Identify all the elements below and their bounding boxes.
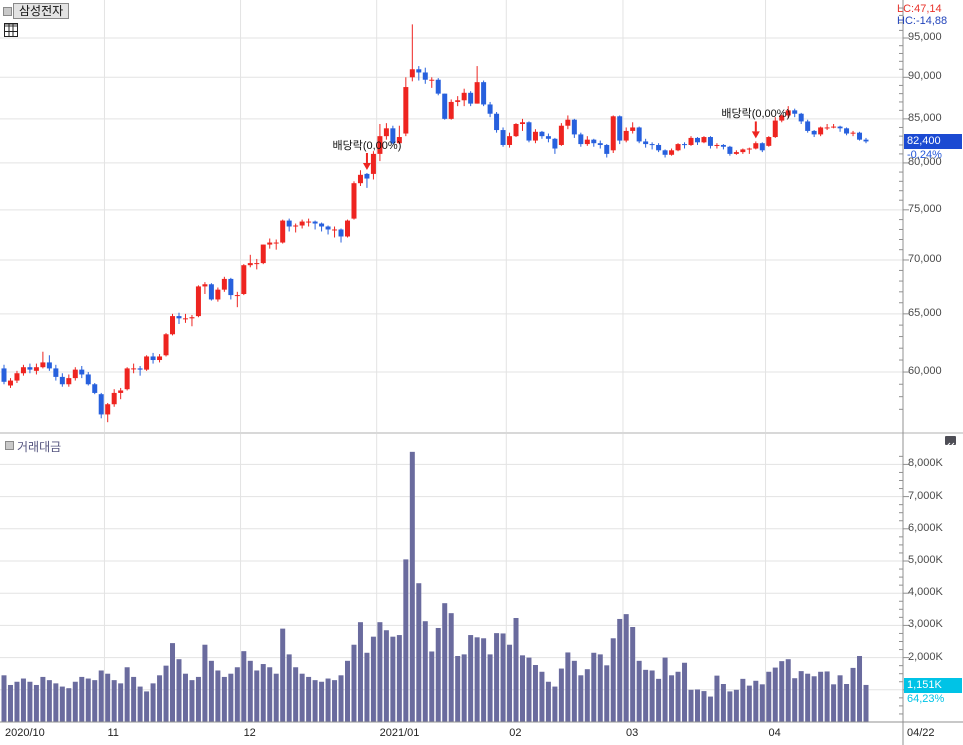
candlesticks [1, 24, 869, 423]
volume-percent: 64,23% [907, 692, 945, 705]
price-axis-label: 80,000 [908, 155, 942, 168]
high-change-label: HC:-14,88 [897, 15, 948, 27]
x-axis-label: 12 [243, 727, 256, 739]
volume-axis-label: 5,000K [908, 554, 943, 566]
volume-axis-label: 3,000K [908, 618, 943, 631]
title-bullet-icon [3, 7, 12, 16]
x-axis-label: 2021/01 [379, 727, 420, 739]
volume-axis-label: 4,000K [908, 586, 943, 599]
price-axis-label: 65,000 [908, 306, 942, 319]
x-axis-label: 02 [509, 727, 522, 739]
grid-icon[interactable] [4, 23, 18, 37]
ex-dividend-annotation: 배당락(0,00%) [332, 139, 402, 152]
x-axis-label: 11 [107, 727, 119, 739]
x-axis-end-label: 04/22 [907, 727, 935, 739]
pane-resize-icon[interactable] [945, 436, 956, 447]
low-change-label: LC:47,14 [897, 3, 942, 15]
ex-dividend-markers [362, 121, 760, 170]
price-change-percent: -0,24% [907, 149, 942, 162]
x-axis-label: 03 [625, 727, 639, 739]
symbol-title-chip[interactable]: 삼성전자 [13, 3, 70, 19]
volume-bars [1, 451, 869, 722]
price-axis-label: 70,000 [908, 252, 942, 265]
volume-axis-label: 7,000K [908, 489, 943, 502]
volume-axis-label: 2,000K [908, 650, 943, 663]
price-axis-label: 60,000 [908, 365, 942, 378]
volume-axis-label: 6,000K [908, 521, 943, 534]
volume-axis-label: 8,000K [908, 457, 943, 470]
x-axis-label: 2020/10 [5, 727, 45, 739]
price-axis-label: 90,000 [908, 70, 942, 83]
grid-lines [0, 0, 903, 722]
price-axis-label: 75,000 [908, 202, 942, 215]
x-axis-label: 04 [768, 727, 781, 739]
volume-bullet-icon [5, 441, 14, 450]
volume-pane-title: 거래대금 [17, 440, 62, 454]
price-axis-label: 85,000 [908, 111, 942, 124]
ex-dividend-annotation: 배당락(0,00%) [721, 108, 791, 121]
current-volume-tag: 1,151K [904, 677, 962, 693]
current-price-tag: 82,400 [904, 133, 962, 149]
price-axis-label: 95,000 [908, 31, 942, 43]
